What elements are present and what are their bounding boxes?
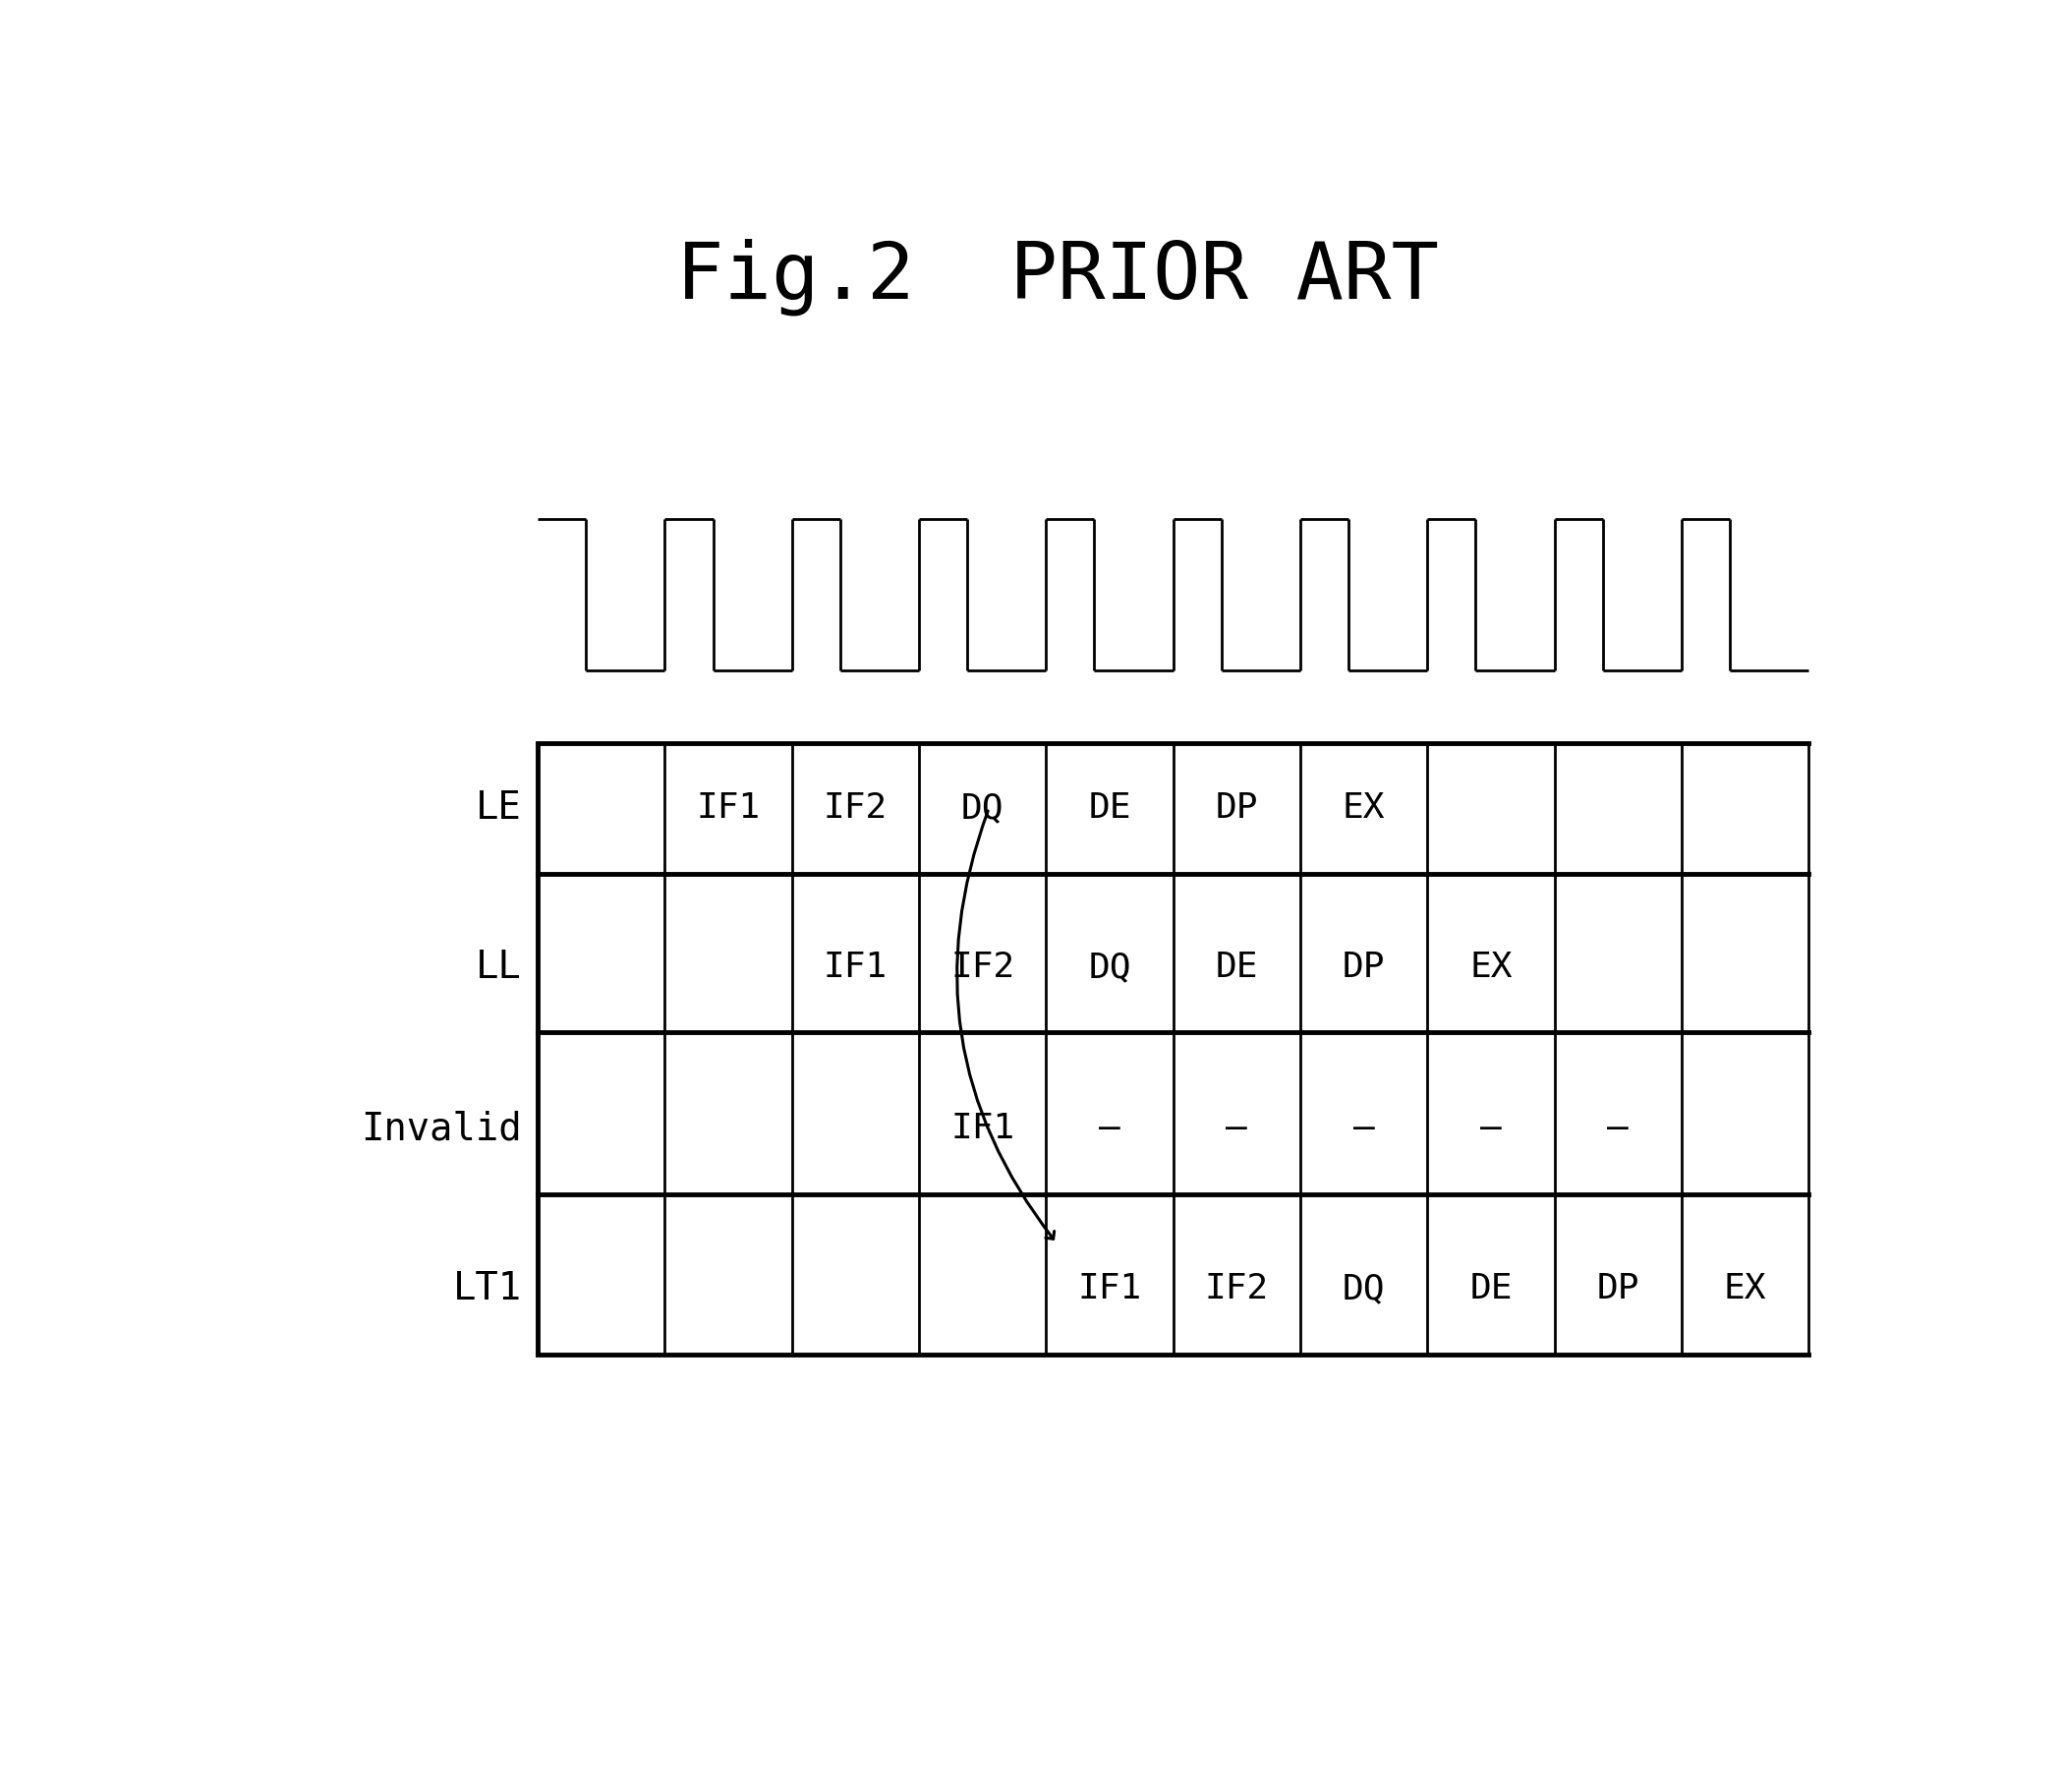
Text: IF1: IF1 (697, 792, 761, 824)
Text: DQ: DQ (1089, 950, 1131, 984)
Text: DE: DE (1215, 950, 1258, 984)
Text: DE: DE (1469, 1272, 1512, 1305)
Text: DP: DP (1343, 950, 1384, 984)
Text: DP: DP (1597, 1272, 1640, 1305)
Text: DP: DP (1215, 792, 1258, 824)
Text: EX: EX (1343, 792, 1384, 824)
Text: EX: EX (1469, 950, 1512, 984)
Text: IF1: IF1 (823, 950, 887, 984)
Text: LT1: LT1 (452, 1271, 522, 1306)
Text: Invalid: Invalid (361, 1109, 522, 1147)
Text: IF2: IF2 (951, 950, 1015, 984)
Text: IF2: IF2 (1205, 1272, 1269, 1305)
Text: IF1: IF1 (951, 1111, 1015, 1145)
Text: IF2: IF2 (823, 792, 887, 824)
Text: —: — (1353, 1111, 1374, 1145)
Text: DQ: DQ (1343, 1272, 1384, 1305)
Text: EX: EX (1725, 1272, 1766, 1305)
Text: —: — (1100, 1111, 1120, 1145)
Text: —: — (1607, 1111, 1630, 1145)
Text: IF1: IF1 (1077, 1272, 1141, 1305)
Text: DE: DE (1089, 792, 1131, 824)
Text: LE: LE (477, 790, 522, 828)
Text: —: — (1481, 1111, 1502, 1145)
Text: —: — (1225, 1111, 1248, 1145)
Text: LL: LL (477, 948, 522, 986)
Text: Fig.2  PRIOR ART: Fig.2 PRIOR ART (677, 238, 1438, 315)
Text: DQ: DQ (961, 792, 1005, 824)
